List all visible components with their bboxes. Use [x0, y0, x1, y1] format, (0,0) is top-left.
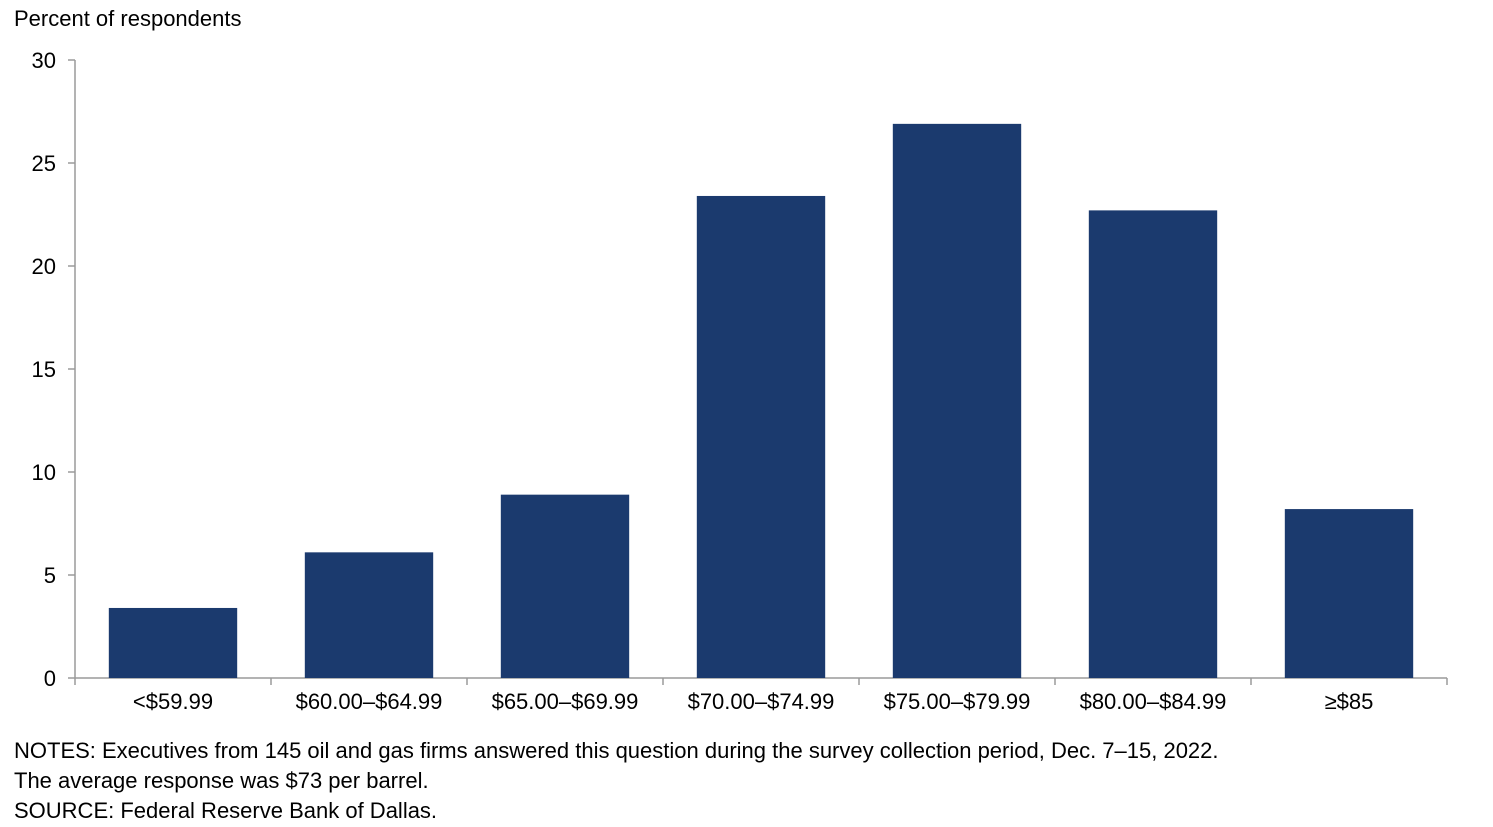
notes-line-2: The average response was $73 per barrel.: [14, 768, 429, 793]
x-axis: [74, 677, 1448, 685]
y-axis: 0 5 10 15 20 25 30: [32, 48, 76, 691]
bar: [304, 552, 434, 678]
x-tick-label: $80.00–$84.99: [1080, 689, 1227, 714]
source-line: SOURCE: Federal Reserve Bank of Dallas.: [14, 798, 438, 823]
x-tick-labels: <$59.99 $60.00–$64.99 $65.00–$69.99 $70.00–…: [133, 689, 1373, 714]
x-tick-label: $60.00–$64.99: [296, 689, 443, 714]
x-tick-label: $75.00–$79.99: [884, 689, 1031, 714]
y-tick-label: 25: [32, 151, 56, 176]
bar: [108, 607, 238, 678]
y-tick-label: 10: [32, 460, 56, 485]
x-tick-label: <$59.99: [133, 689, 213, 714]
bars: [108, 123, 1414, 679]
bar: [696, 195, 826, 678]
x-tick-label: ≥$85: [1325, 689, 1374, 714]
bar: [892, 123, 1022, 679]
y-tick-label: 5: [44, 563, 56, 588]
y-tick-label: 15: [32, 357, 56, 382]
notes-line-1: NOTES: Executives from 145 oil and gas f…: [14, 738, 1219, 763]
bar: [1088, 210, 1218, 678]
bar: [500, 494, 630, 678]
y-tick-label: 20: [32, 254, 56, 279]
y-tick-label: 30: [32, 48, 56, 73]
bar-chart: 0 5 10 15 20 25 30 <$59.99 $60.00–$64.99 $65.00–…: [32, 48, 1448, 714]
bar: [1284, 509, 1414, 678]
y-tick-label: 0: [44, 666, 56, 691]
notes: NOTES: Executives from 145 oil and gas f…: [14, 736, 1474, 826]
x-tick-label: $65.00–$69.99: [492, 689, 639, 714]
y-axis-title: Percent of respondents: [14, 6, 242, 31]
x-tick-label: $70.00–$74.99: [688, 689, 835, 714]
